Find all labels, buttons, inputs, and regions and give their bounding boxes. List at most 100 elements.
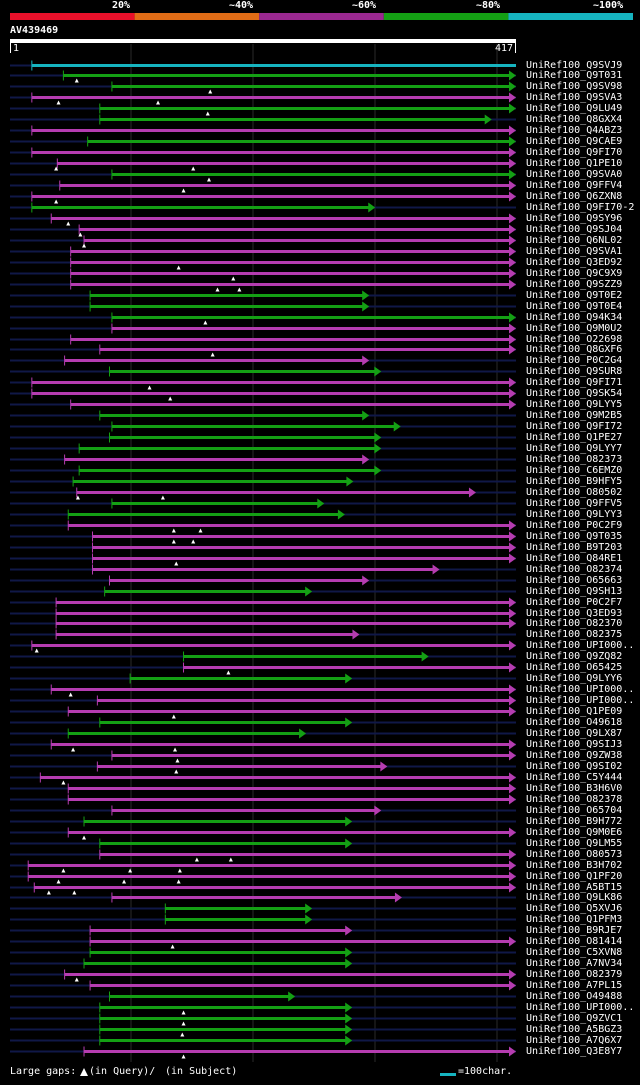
hit-label[interactable]: UniRef100_B3H6V0 <box>526 782 623 794</box>
hit-label[interactable]: UniRef100_A7NV34 <box>526 957 623 969</box>
hit-label[interactable]: UniRef100_Q9FI71 <box>526 376 623 388</box>
hit-label[interactable]: UniRef100_O82374 <box>526 563 623 575</box>
hit-label[interactable]: UniRef100_Q9SY96 <box>526 212 623 224</box>
hit-label[interactable]: UniRef100_Q9ZW38 <box>526 749 623 761</box>
hit-label[interactable]: UniRef100_Q9LX87 <box>526 727 623 739</box>
hit-label[interactable]: UniRef100_UPI000.. <box>526 683 635 695</box>
hit-label[interactable]: UniRef100_Q3ED92 <box>526 256 623 268</box>
hit-label[interactable]: UniRef100_Q9LK86 <box>526 891 623 903</box>
hit-label[interactable]: UniRef100_Q9SK54 <box>526 387 623 399</box>
hit-label[interactable]: UniRef100_Q9LYY5 <box>526 398 623 410</box>
hit-label[interactable]: UniRef100_Q5XVJ6 <box>526 902 623 914</box>
hit-label[interactable]: UniRef100_Q84RE1 <box>526 552 623 564</box>
hit-label[interactable]: UniRef100_Q9FFV4 <box>526 179 623 191</box>
hit-label[interactable]: UniRef100_Q3ED93 <box>526 607 623 619</box>
hit-label[interactable]: UniRef100_O65663 <box>526 574 623 586</box>
gap-marker <box>68 692 73 697</box>
hit-label[interactable]: UniRef100_P0C2G4 <box>526 354 623 366</box>
hit-arrow <box>374 432 382 443</box>
hit-label[interactable]: UniRef100_Q1PE10 <box>526 157 623 169</box>
hit-label[interactable]: UniRef100_Q9SIJ3 <box>526 738 623 750</box>
hit-label[interactable]: UniRef100_Q9LYY7 <box>526 442 623 454</box>
hit-label[interactable]: UniRef100_Q9CAE9 <box>526 135 623 147</box>
hit-label[interactable]: UniRef100_A5BGZ3 <box>526 1023 623 1035</box>
hit-arrow <box>509 794 516 805</box>
hit-label[interactable]: UniRef100_O49488 <box>526 990 623 1002</box>
hit-start-tick <box>70 257 72 268</box>
hit-label[interactable]: UniRef100_P0C2F9 <box>526 519 623 531</box>
hit-label[interactable]: UniRef100_O82373 <box>526 453 623 465</box>
gap-marker <box>160 495 165 500</box>
hit-label[interactable]: UniRef100_Q9LYY3 <box>526 508 623 520</box>
hit-label[interactable]: UniRef100_Q4ABZ3 <box>526 124 623 136</box>
hit-label[interactable]: UniRef100_Q9T0E2 <box>526 289 623 301</box>
hit-label[interactable]: UniRef100_Q9FFV5 <box>526 497 623 509</box>
hit-label[interactable]: UniRef100_UPI000.. <box>526 639 635 651</box>
hit-label[interactable]: UniRef100_O49618 <box>526 716 623 728</box>
hit-label[interactable]: UniRef100_Q9SVA0 <box>526 168 623 180</box>
hit-label[interactable]: UniRef100_Q9SH13 <box>526 585 623 597</box>
hit-label[interactable]: UniRef100_O65425 <box>526 661 623 673</box>
hit-label[interactable]: UniRef100_Q9LYY6 <box>526 672 623 684</box>
hit-label[interactable]: UniRef100_Q9C9X9 <box>526 267 623 279</box>
hit-label[interactable]: UniRef100_Q9SUR8 <box>526 365 623 377</box>
hit-label[interactable]: UniRef100_C5Y444 <box>526 771 623 783</box>
hit-label[interactable]: UniRef100_Q9T031 <box>526 69 623 81</box>
hit-label[interactable]: UniRef100_UPI000.. <box>526 1001 635 1013</box>
hit-label[interactable]: UniRef100_Q9SVJ9 <box>526 59 623 71</box>
scale-legend-label: =100char. <box>458 1066 513 1077</box>
hit-label[interactable]: UniRef100_Q9ZVC1 <box>526 1012 623 1024</box>
hit-label[interactable]: UniRef100_O22698 <box>526 333 623 345</box>
hit-label[interactable]: UniRef100_Q9LU49 <box>526 102 623 114</box>
gap-marker <box>66 221 71 226</box>
hit-label[interactable]: UniRef100_Q94K34 <box>526 311 623 323</box>
hit-label[interactable]: UniRef100_Q9LM55 <box>526 837 623 849</box>
hit-label[interactable]: UniRef100_Q6ZXN8 <box>526 190 623 202</box>
gap-marker <box>168 396 173 401</box>
hit-label[interactable]: UniRef100_A7Q6X7 <box>526 1034 623 1046</box>
hit-label[interactable]: UniRef100_B9T203 <box>526 541 623 553</box>
hit-label[interactable]: UniRef100_C5XVN8 <box>526 946 623 958</box>
hit-label[interactable]: UniRef100_O65704 <box>526 804 623 816</box>
hit-label[interactable]: UniRef100_Q9ZQ82 <box>526 650 623 662</box>
hit-label[interactable]: UniRef100_Q1PFM3 <box>526 913 623 925</box>
hit-label[interactable]: UniRef100_Q3E8Y7 <box>526 1045 623 1057</box>
hit-label[interactable]: UniRef100_O80502 <box>526 486 623 498</box>
hit-label[interactable]: UniRef100_Q9FI70-2 <box>526 201 635 213</box>
hit-label[interactable]: UniRef100_O82375 <box>526 628 623 640</box>
hit-label[interactable]: UniRef100_Q9SV98 <box>526 80 623 92</box>
hit-label[interactable]: UniRef100_Q9SZZ9 <box>526 278 623 290</box>
hit-label[interactable]: UniRef100_Q9SJ04 <box>526 223 623 235</box>
hit-label[interactable]: UniRef100_Q9SVA3 <box>526 91 623 103</box>
hit-label[interactable]: UniRef100_Q8GXF6 <box>526 343 623 355</box>
hit-label[interactable]: UniRef100_Q9SVA1 <box>526 245 623 257</box>
hit-label[interactable]: UniRef100_B9HFY5 <box>526 475 623 487</box>
hit-label[interactable]: UniRef100_O82378 <box>526 793 623 805</box>
hit-label[interactable]: UniRef100_UPI000.. <box>526 694 635 706</box>
hit-label[interactable]: UniRef100_Q9FI70 <box>526 146 623 158</box>
hit-label[interactable]: UniRef100_Q8GXX4 <box>526 113 623 125</box>
hit-label[interactable]: UniRef100_Q9M2B5 <box>526 409 623 421</box>
hit-label[interactable]: UniRef100_P0C2F7 <box>526 596 623 608</box>
hit-label[interactable]: UniRef100_C6EMZ0 <box>526 464 623 476</box>
hit-label[interactable]: UniRef100_A7PL15 <box>526 979 623 991</box>
hit-label[interactable]: UniRef100_Q9SI02 <box>526 760 623 772</box>
hit-label[interactable]: UniRef100_B9RJE7 <box>526 924 623 936</box>
hit-label[interactable]: UniRef100_B3H702 <box>526 859 623 871</box>
hit-label[interactable]: UniRef100_Q9T035 <box>526 530 623 542</box>
hit-label[interactable]: UniRef100_O81414 <box>526 935 623 947</box>
hit-label[interactable]: UniRef100_A5BT15 <box>526 881 623 893</box>
hit-label[interactable]: UniRef100_Q1PF20 <box>526 870 623 882</box>
hit-label[interactable]: UniRef100_Q1PE27 <box>526 431 623 443</box>
hit-label[interactable]: UniRef100_O82370 <box>526 617 623 629</box>
hit-label[interactable]: UniRef100_Q9M0E6 <box>526 826 623 838</box>
hit-label[interactable]: UniRef100_Q9M0U2 <box>526 322 623 334</box>
gap-marker <box>191 539 196 544</box>
hit-label[interactable]: UniRef100_Q9FI72 <box>526 420 623 432</box>
hit-label[interactable]: UniRef100_Q6NL02 <box>526 234 623 246</box>
hit-label[interactable]: UniRef100_B9H772 <box>526 815 623 827</box>
hit-label[interactable]: UniRef100_Q9T0E4 <box>526 300 623 312</box>
hit-label[interactable]: UniRef100_Q1PE09 <box>526 705 623 717</box>
hit-label[interactable]: UniRef100_O82379 <box>526 968 623 980</box>
hit-label[interactable]: UniRef100_O80573 <box>526 848 623 860</box>
